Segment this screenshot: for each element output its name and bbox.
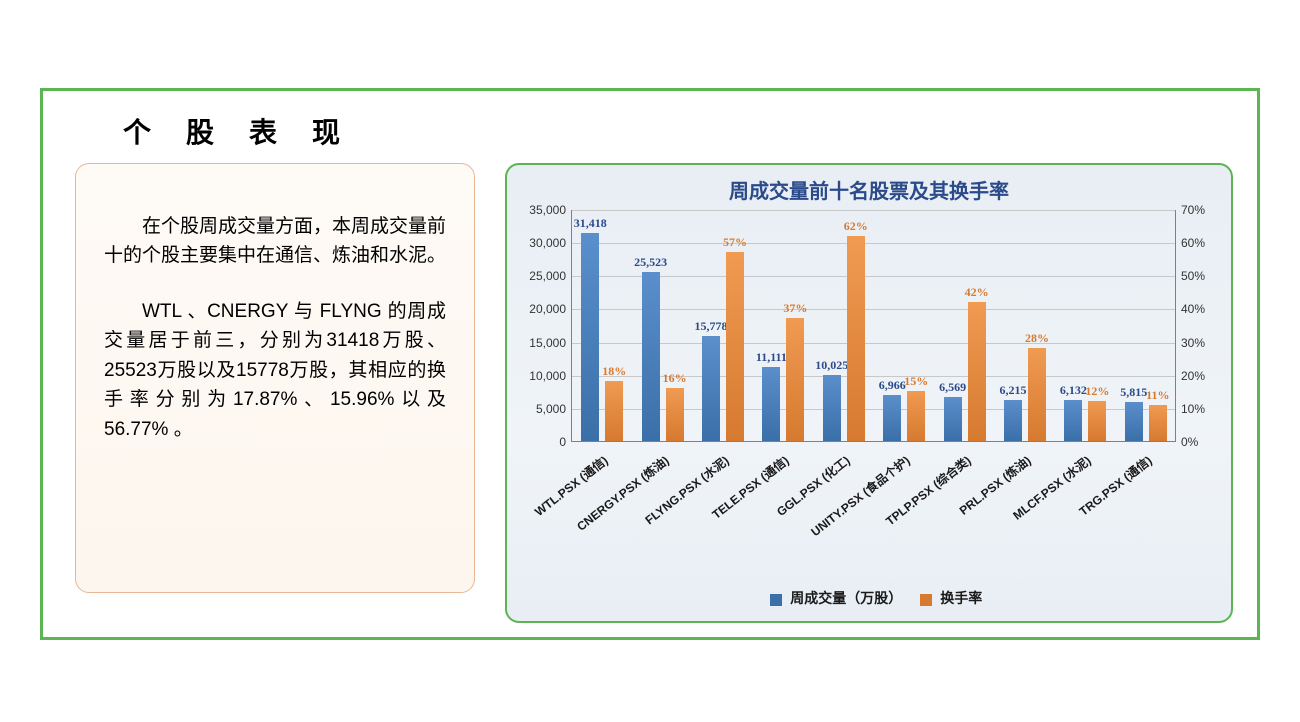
- text-panel: 在个股周成交量方面，本周成交量前十的个股主要集中在通信、炼油和水泥。 WTL 、…: [75, 163, 475, 593]
- gridline: [572, 309, 1175, 310]
- turnover-bar: [726, 252, 744, 441]
- outer-frame: 个 股 表 现 在个股周成交量方面，本周成交量前十的个股主要集中在通信、炼油和水…: [40, 88, 1260, 640]
- y2-tick: 70%: [1175, 203, 1205, 217]
- y2-tick: 60%: [1175, 236, 1205, 250]
- plot-area: 05,00010,00015,00020,00025,00030,00035,0…: [571, 210, 1175, 442]
- chart-legend: 周成交量（万股） 换手率: [515, 588, 1223, 608]
- y1-tick: 35,000: [529, 203, 572, 217]
- y1-tick: 15,000: [529, 336, 572, 350]
- turnover-bar: [605, 381, 623, 441]
- gridline: [572, 243, 1175, 244]
- chart-panel: 周成交量前十名股票及其换手率 05,00010,00015,00020,0002…: [505, 163, 1233, 623]
- legend-swatch-volume: [770, 594, 782, 606]
- turnover-label: 62%: [844, 219, 868, 234]
- volume-label: 6,966: [879, 378, 906, 393]
- volume-label: 25,523: [634, 255, 667, 270]
- y2-tick: 0%: [1175, 435, 1198, 449]
- volume-bar: [1064, 400, 1082, 441]
- paragraph-1: 在个股周成交量方面，本周成交量前十的个股主要集中在通信、炼油和水泥。: [104, 212, 446, 271]
- volume-bar: [762, 367, 780, 441]
- y1-tick: 0: [559, 435, 572, 449]
- gridline: [572, 276, 1175, 277]
- turnover-bar: [786, 318, 804, 441]
- gridline: [572, 409, 1175, 410]
- y2-tick: 50%: [1175, 269, 1205, 283]
- volume-label: 6,132: [1060, 383, 1087, 398]
- turnover-label: 57%: [723, 235, 747, 250]
- y2-tick: 40%: [1175, 302, 1205, 316]
- y1-tick: 10,000: [529, 369, 572, 383]
- y2-tick: 10%: [1175, 402, 1205, 416]
- turnover-bar: [907, 391, 925, 441]
- volume-label: 31,418: [574, 216, 607, 231]
- plot-wrap: 05,00010,00015,00020,00025,00030,00035,0…: [515, 210, 1225, 490]
- volume-bar: [944, 397, 962, 441]
- gridline: [572, 343, 1175, 344]
- legend-label-turnover: 换手率: [940, 592, 982, 607]
- volume-bar: [642, 272, 660, 441]
- volume-label: 6,569: [939, 380, 966, 395]
- y1-tick: 30,000: [529, 236, 572, 250]
- volume-bar: [581, 233, 599, 441]
- volume-label: 10,025: [815, 358, 848, 373]
- turnover-bar: [1149, 405, 1167, 441]
- y1-tick: 25,000: [529, 269, 572, 283]
- turnover-label: 28%: [1025, 331, 1049, 346]
- paragraph-2: WTL 、CNERGY 与 FLYNG 的周成交量居于前三，分别为31418万股…: [104, 297, 446, 444]
- turnover-label: 18%: [602, 364, 626, 379]
- chart-title: 周成交量前十名股票及其换手率: [515, 175, 1223, 204]
- turnover-label: 11%: [1146, 388, 1169, 403]
- y1-tick: 5,000: [536, 402, 572, 416]
- volume-bar: [883, 395, 901, 441]
- volume-bar: [1125, 402, 1143, 441]
- y2-axis-line: [1175, 210, 1176, 442]
- y2-tick: 20%: [1175, 369, 1205, 383]
- volume-bar: [1004, 400, 1022, 441]
- turnover-bar: [968, 302, 986, 441]
- volume-label: 6,215: [1000, 383, 1027, 398]
- volume-label: 15,778: [695, 319, 728, 334]
- turnover-bar: [1028, 348, 1046, 441]
- legend-label-volume: 周成交量（万股）: [790, 592, 902, 607]
- turnover-bar: [666, 388, 684, 441]
- volume-label: 11,111: [756, 350, 787, 365]
- turnover-label: 37%: [783, 301, 807, 316]
- turnover-label: 12%: [1085, 384, 1109, 399]
- turnover-label: 42%: [965, 285, 989, 300]
- page-title: 个 股 表 现: [123, 111, 354, 151]
- legend-swatch-turnover: [920, 594, 932, 606]
- turnover-label: 16%: [663, 371, 687, 386]
- gridline: [572, 210, 1175, 211]
- turnover-label: 15%: [904, 374, 928, 389]
- y1-tick: 20,000: [529, 302, 572, 316]
- volume-bar: [823, 375, 841, 441]
- turnover-bar: [847, 236, 865, 441]
- turnover-bar: [1088, 401, 1106, 441]
- volume-bar: [702, 336, 720, 441]
- x-axis-label: UNITY.PSX (食品个护): [807, 452, 913, 540]
- volume-label: 5,815: [1120, 385, 1147, 400]
- y2-tick: 30%: [1175, 336, 1205, 350]
